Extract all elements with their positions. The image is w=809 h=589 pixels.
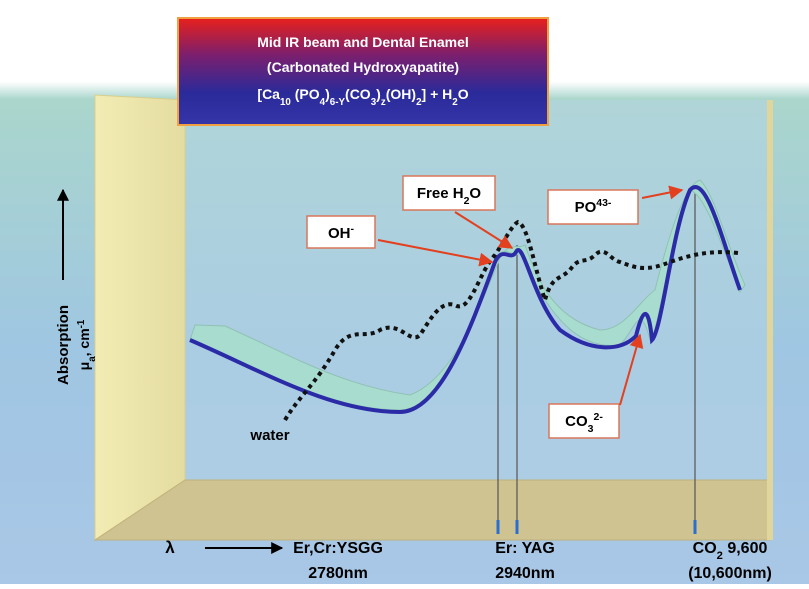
laser-name: Er: YAG bbox=[495, 540, 555, 557]
diagram: Mid IR beam and Dental Enamel (Carbonate… bbox=[0, 0, 809, 584]
text-part: CO bbox=[693, 540, 717, 557]
label: water bbox=[249, 427, 289, 444]
title-line: Mid IR beam and Dental Enamel bbox=[257, 34, 469, 50]
left-wall bbox=[95, 95, 185, 540]
text-part: O bbox=[458, 86, 469, 102]
text-part: 3- bbox=[602, 197, 612, 209]
text-part: 9,600 bbox=[723, 540, 768, 557]
title-line: (Carbonated Hydroxyapatite) bbox=[267, 59, 459, 75]
text-part: 3 bbox=[588, 423, 594, 435]
text-part: 2- bbox=[594, 411, 604, 423]
text-part: , cm bbox=[76, 328, 92, 356]
text-part: ] + H bbox=[422, 86, 453, 102]
text-part: 6-Y bbox=[330, 97, 346, 108]
text-part: Free H bbox=[417, 185, 464, 202]
y-label: Absorption bbox=[55, 305, 72, 385]
text-part: [Ca bbox=[257, 86, 280, 102]
text-part: O bbox=[469, 185, 481, 202]
text-part: (PO bbox=[291, 86, 320, 102]
text-part: -1 bbox=[76, 319, 87, 328]
laser-name: Er,Cr:YSGG bbox=[293, 540, 383, 557]
text-part: (OH) bbox=[386, 86, 416, 102]
floor bbox=[95, 480, 770, 540]
back-wall bbox=[185, 100, 770, 480]
text-part: PO bbox=[575, 199, 597, 216]
laser-wavelength: (10,600nm) bbox=[688, 565, 772, 582]
text-part: (CO bbox=[345, 86, 371, 102]
laser-wavelength: 2780nm bbox=[308, 565, 368, 582]
text-part: CO bbox=[565, 413, 588, 430]
x-symbol: λ bbox=[165, 538, 175, 557]
text-part: - bbox=[351, 223, 355, 235]
text-part: μ bbox=[76, 362, 92, 371]
laser-wavelength: 2940nm bbox=[495, 565, 555, 582]
text-part: 10 bbox=[280, 97, 291, 108]
text-part: OH bbox=[328, 225, 351, 242]
